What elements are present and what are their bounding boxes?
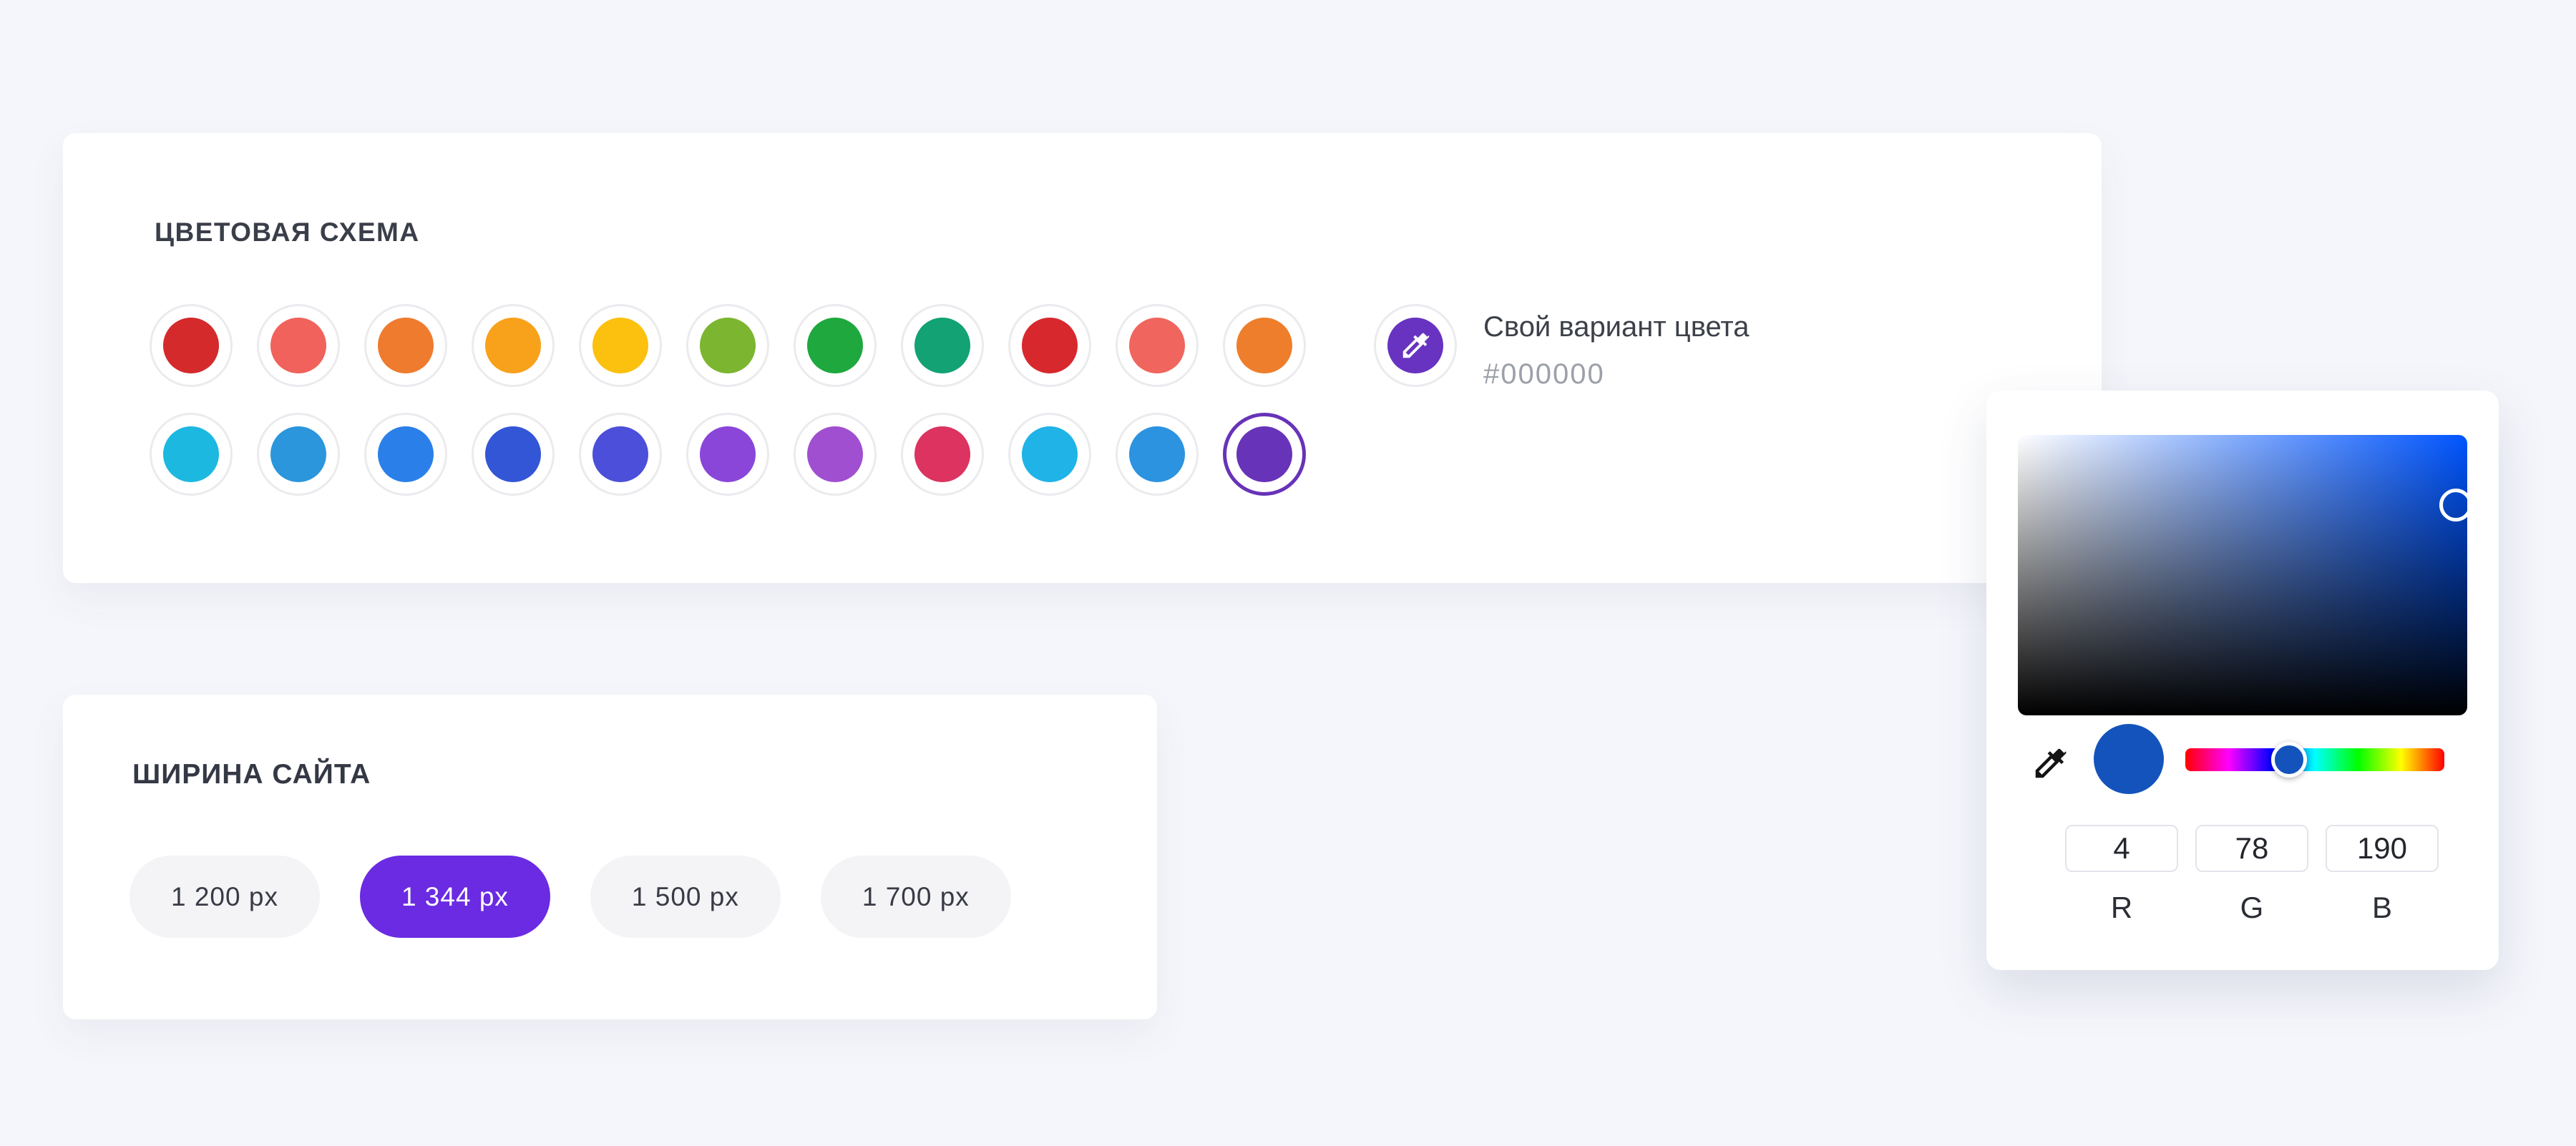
color-swatch-purple[interactable] bbox=[686, 413, 769, 496]
width-options: 1 200 px 1 344 px 1 500 px 1 700 px bbox=[130, 856, 1011, 938]
green-label: G bbox=[2240, 891, 2264, 924]
custom-color-option[interactable]: Свой вариант цвета #000000 bbox=[1374, 304, 1750, 391]
color-swatch-amber[interactable] bbox=[472, 304, 555, 387]
palette-grid bbox=[150, 304, 1306, 496]
swatch-dot bbox=[1022, 318, 1078, 373]
color-swatch-teal-green[interactable] bbox=[901, 304, 984, 387]
hue-slider-thumb[interactable] bbox=[2270, 742, 2307, 778]
swatch-dot bbox=[807, 426, 863, 482]
color-swatch-cyan[interactable] bbox=[150, 413, 233, 496]
swatch-dot bbox=[592, 426, 648, 482]
color-scheme-card: ЦВЕТОВАЯ СХЕМА Свой вариант цвета #00000… bbox=[63, 133, 2102, 583]
hue-slider[interactable] bbox=[2185, 742, 2444, 778]
swatch-dot bbox=[1022, 426, 1078, 482]
eyedropper-icon bbox=[1402, 333, 1430, 358]
color-scheme-title: ЦВЕТОВАЯ СХЕМА bbox=[155, 217, 420, 247]
custom-color-label: Свой вариант цвета bbox=[1483, 311, 1750, 343]
swatch-dot bbox=[700, 426, 756, 482]
swatch-dot bbox=[914, 426, 970, 482]
color-picker-popup: R G B bbox=[1986, 391, 2499, 970]
red-label: R bbox=[2110, 891, 2133, 924]
color-swatch-red[interactable] bbox=[150, 304, 233, 387]
saturation-value-area[interactable] bbox=[2018, 435, 2473, 715]
color-swatch-orange-2[interactable] bbox=[1223, 304, 1306, 387]
width-option-1344px[interactable]: 1 344 px bbox=[359, 856, 550, 938]
swatch-dot bbox=[1129, 426, 1185, 482]
color-swatch-royal-blue[interactable] bbox=[472, 413, 555, 496]
swatch-dot bbox=[700, 318, 756, 373]
color-swatch-salmon-2[interactable] bbox=[1116, 304, 1199, 387]
color-swatch-yellow[interactable] bbox=[579, 304, 662, 387]
width-option-1500px[interactable]: 1 500 px bbox=[590, 856, 781, 938]
color-swatch-blue[interactable] bbox=[364, 413, 447, 496]
color-swatch-crimson[interactable] bbox=[901, 413, 984, 496]
green-input[interactable] bbox=[2195, 825, 2308, 872]
site-width-card: ШИРИНА САЙТА 1 200 px 1 344 px 1 500 px 1 7… bbox=[63, 695, 1157, 1019]
color-swatch-orange[interactable] bbox=[364, 304, 447, 387]
color-swatch-red-2[interactable] bbox=[1008, 304, 1091, 387]
color-swatch-deep-purple[interactable] bbox=[1223, 413, 1306, 496]
swatch-dot bbox=[485, 318, 541, 373]
swatch-dot bbox=[1236, 426, 1292, 482]
custom-color-swatch[interactable] bbox=[1374, 304, 1457, 387]
swatch-dot bbox=[270, 318, 326, 373]
swatch-dot bbox=[163, 318, 219, 373]
swatch-dot bbox=[378, 318, 434, 373]
current-color-swatch bbox=[2094, 724, 2164, 794]
site-width-title: ШИРИНА САЙТА bbox=[132, 759, 371, 790]
eyedropper-icon[interactable] bbox=[2031, 744, 2069, 783]
swatch-dot bbox=[1129, 318, 1185, 373]
color-swatch-green[interactable] bbox=[794, 304, 877, 387]
width-option-1200px[interactable]: 1 200 px bbox=[130, 856, 320, 938]
color-swatch-blue-2[interactable] bbox=[1116, 413, 1199, 496]
swatch-dot bbox=[378, 426, 434, 482]
swatch-dot bbox=[592, 318, 648, 373]
color-swatch-indigo[interactable] bbox=[579, 413, 662, 496]
color-swatch-orchid[interactable] bbox=[794, 413, 877, 496]
swatch-dot bbox=[270, 426, 326, 482]
width-option-1700px[interactable]: 1 700 px bbox=[820, 856, 1011, 938]
swatch-dot bbox=[1236, 318, 1292, 373]
color-swatch-salmon[interactable] bbox=[257, 304, 340, 387]
color-swatch-cyan-2[interactable] bbox=[1008, 413, 1091, 496]
swatch-dot bbox=[163, 426, 219, 482]
rgb-inputs: R G B bbox=[2065, 825, 2439, 925]
custom-color-dot bbox=[1387, 318, 1443, 373]
swatch-dot bbox=[807, 318, 863, 373]
color-cursor[interactable] bbox=[2439, 489, 2473, 521]
red-input[interactable] bbox=[2065, 825, 2178, 872]
swatch-dot bbox=[914, 318, 970, 373]
color-swatch-yellow-green[interactable] bbox=[686, 304, 769, 387]
swatch-dot bbox=[485, 426, 541, 482]
custom-color-value: #000000 bbox=[1483, 358, 1605, 390]
color-swatch-sky-blue[interactable] bbox=[257, 413, 340, 496]
blue-label: B bbox=[2371, 891, 2392, 924]
blue-input[interactable] bbox=[2326, 825, 2439, 872]
